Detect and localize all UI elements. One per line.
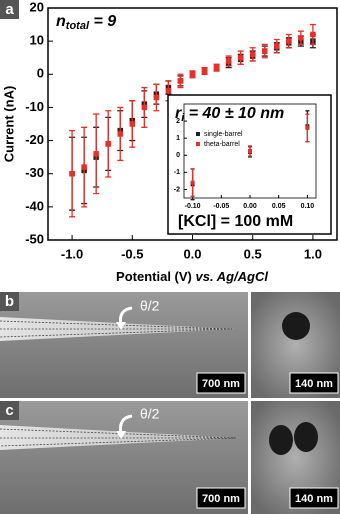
y-tick-label: 1 xyxy=(176,135,180,142)
marker xyxy=(213,64,220,71)
scale-label: 700 nm xyxy=(202,378,240,390)
y-tick-label: 10 xyxy=(30,33,44,48)
y-tick-label: 2 xyxy=(176,118,180,125)
y-tick-label: -40 xyxy=(25,198,44,213)
x-axis-label-text: Potential (V) xyxy=(116,269,195,284)
x-tick-label: 0.05 xyxy=(272,203,286,210)
y-tick-label: -20 xyxy=(25,132,44,147)
legend-label: single-barrel xyxy=(204,131,243,138)
marker xyxy=(274,43,280,49)
scale-label: 140 nm xyxy=(295,493,333,505)
annotation: ntotal = 9 xyxy=(56,13,116,32)
inset-frame xyxy=(167,94,332,235)
angle-label: θ/2 xyxy=(140,406,160,422)
x-tick-label: 0.0 xyxy=(183,246,201,261)
annotation-rest: = 9 xyxy=(89,13,116,30)
panel-label: b xyxy=(5,293,14,310)
marker xyxy=(153,94,160,101)
marker xyxy=(117,131,123,137)
inset-note: [KCl] = 100 mM xyxy=(178,213,293,230)
y-tick-label: -1 xyxy=(174,169,180,176)
marker xyxy=(177,78,184,84)
pipette xyxy=(0,317,236,341)
legend-label: theta-barrel xyxy=(204,141,240,148)
panel-b: θ/2 700 nm 140 nm b xyxy=(0,292,340,398)
marker xyxy=(165,88,172,94)
pore xyxy=(294,422,318,452)
annotation-main: r xyxy=(175,105,182,122)
y-tick-label: -50 xyxy=(25,231,44,246)
y-axis-label: Current (nA) xyxy=(1,86,16,163)
scale-label: 140 nm xyxy=(295,378,333,390)
x-tick-label: -0.10 xyxy=(185,203,201,210)
y-tick-label: -30 xyxy=(25,165,44,180)
panel-label-box xyxy=(0,401,19,420)
y-tick-label: -2 xyxy=(174,186,180,193)
annotation-sub: i xyxy=(181,112,185,124)
marker xyxy=(305,125,310,130)
x-axis-label: Potential (V) vs. Ag/AgCl xyxy=(116,269,268,284)
marker xyxy=(237,54,244,61)
x-tick-label: -0.5 xyxy=(121,246,143,261)
x-axis-label-italic: vs. Ag/AgCl xyxy=(195,269,268,284)
chart-inset: -2 -1 0 1 2 -0.10 -0.05 0.00 0.05 0.10 ri = 40 ± 1… xyxy=(167,94,332,235)
inset-annotation: ri = 40 ± 10 nm xyxy=(175,105,284,124)
y-tick-label: 0 xyxy=(176,152,180,159)
pore xyxy=(282,312,310,340)
marker xyxy=(225,58,232,64)
annotation-sub: total xyxy=(66,20,90,32)
marker xyxy=(129,121,136,127)
arrowhead xyxy=(116,322,126,330)
panel-c: θ/2 700 nm 140 nm c xyxy=(0,401,340,514)
angle-label: θ/2 xyxy=(140,298,160,314)
marker xyxy=(189,71,196,78)
y-tick-label: 0 xyxy=(37,66,44,81)
x-tick-label: 0.00 xyxy=(243,203,257,210)
panel-label-box xyxy=(0,292,19,311)
x-tick-label: 1.0 xyxy=(304,246,322,261)
scale-box xyxy=(196,487,246,509)
panel-label: c xyxy=(5,402,13,419)
y-tick-label: -10 xyxy=(25,99,44,114)
marker xyxy=(190,180,195,185)
marker xyxy=(249,51,256,58)
scale-box xyxy=(289,487,339,509)
marker xyxy=(201,68,208,74)
marker xyxy=(310,31,316,38)
x-tick-label: 0.10 xyxy=(301,203,315,210)
scale-label: 700 nm xyxy=(202,493,240,505)
marker xyxy=(141,104,148,111)
scale-box xyxy=(289,372,339,394)
marker xyxy=(105,141,111,147)
x-tick-label: 0.5 xyxy=(244,246,262,261)
marker xyxy=(81,164,87,170)
annotation-rest: = 40 ± 10 nm xyxy=(184,105,284,122)
panel-label-box xyxy=(0,0,19,19)
marker xyxy=(69,170,75,177)
marker xyxy=(93,151,99,157)
pore xyxy=(269,425,293,455)
y-tick-label: 20 xyxy=(30,0,44,14)
arrowhead xyxy=(116,431,126,439)
legend-swatch xyxy=(196,142,200,146)
marker xyxy=(248,149,252,153)
marker xyxy=(262,48,268,54)
legend-swatch xyxy=(196,132,200,136)
marker xyxy=(286,38,292,44)
x-tick-label: -1.0 xyxy=(61,246,83,261)
x-tick-label: -0.05 xyxy=(213,203,229,210)
scale-box xyxy=(196,372,246,394)
marker xyxy=(298,35,304,41)
panel-label: a xyxy=(5,1,14,18)
annotation-main: n xyxy=(56,13,66,30)
